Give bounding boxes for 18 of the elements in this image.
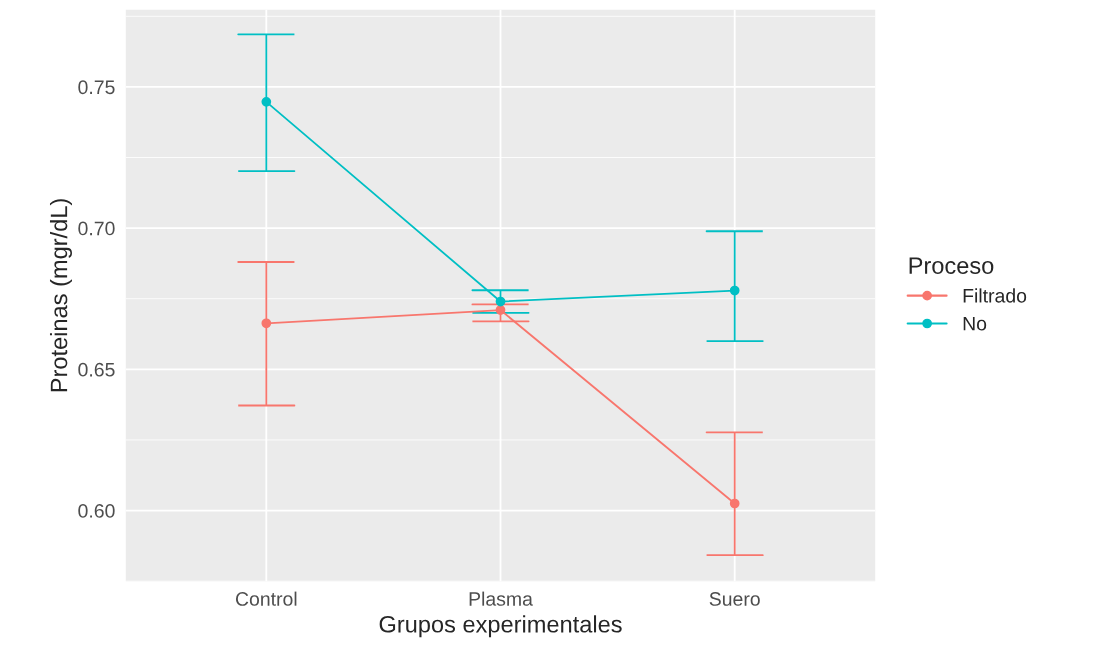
y-tick-label: 0.60 (78, 504, 115, 518)
legend-title: Proceso (909, 257, 994, 274)
y-axis-title: Proteinas (mgr/dL) (49, 199, 72, 392)
x-tick-label: Control (235, 591, 297, 606)
point (729, 285, 740, 296)
point (495, 296, 506, 307)
point (261, 318, 272, 329)
point (495, 305, 506, 315)
legend-label: Filtrado (963, 288, 1027, 303)
y-tick-label: 0.75 (78, 80, 115, 95)
x-tick-label: Suero (709, 592, 760, 606)
x-axis-title: Grupos experimentales (379, 615, 622, 638)
point (261, 97, 272, 107)
y-tick-label: 0.65 (78, 362, 115, 377)
legend-label: No (963, 316, 987, 331)
y-tick-label: 0.70 (78, 221, 115, 236)
point (729, 498, 740, 509)
x-tick-label: Plasma (469, 591, 533, 606)
